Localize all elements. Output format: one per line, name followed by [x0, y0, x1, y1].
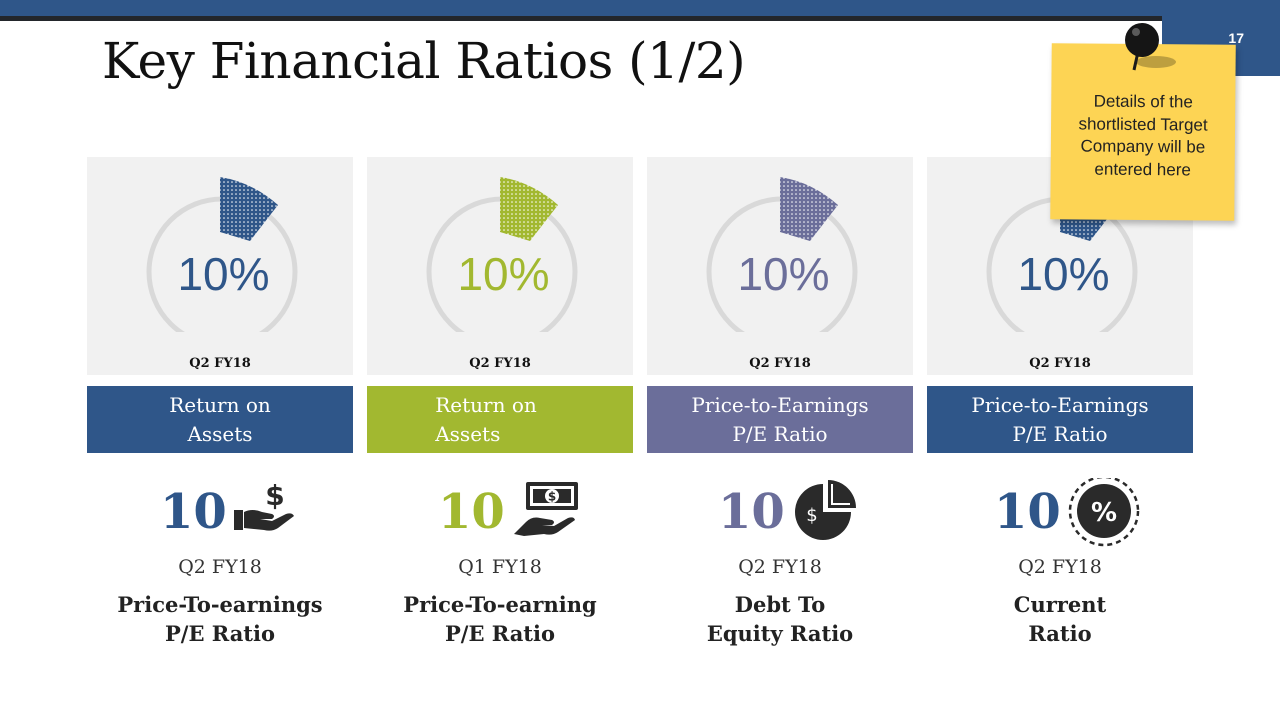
kpi-number: 10 [718, 484, 785, 540]
ring-segment [220, 177, 278, 241]
ratio-card: 10% Q2 FY18 [647, 157, 913, 375]
ratio-value: 10% [737, 248, 830, 300]
progress-ring [706, 177, 858, 332]
percent-glyph: % [1091, 498, 1117, 528]
band-label: Return on Assets [169, 392, 271, 446]
hand-dollar-icon: $ [234, 479, 294, 531]
band-label: Return on Assets [435, 392, 537, 446]
ratio-band: Return on Assets [87, 386, 353, 453]
pushpin-icon [1125, 23, 1176, 71]
kpi-period: Q2 FY18 [178, 556, 262, 578]
ratio-card: 10% Q2 FY18 [367, 157, 633, 375]
band-label: Price-to-Earnings P/E Ratio [691, 392, 869, 446]
kpi-block: 10 $ [367, 478, 633, 544]
kpi-caption: Debt To Equity Ratio [706, 592, 854, 646]
kpi-block: 10 $ [87, 478, 353, 544]
ring-segment [780, 177, 838, 241]
band-label: Price-to-Earnings P/E Ratio [971, 392, 1149, 446]
hand-banknote-icon: $ [514, 482, 578, 536]
kpi-block: 10 $ [647, 478, 913, 544]
dollar-glyph: $ [548, 490, 556, 504]
ratio-value: 10% [177, 248, 270, 300]
progress-ring [146, 177, 298, 332]
dollar-glyph: $ [265, 479, 284, 512]
sticky-note-text: Details of the shortlisted Target Compan… [1078, 91, 1208, 179]
kpi-block: 10 % [927, 478, 1193, 547]
ring-segment [500, 177, 558, 241]
ratio-value: 10% [457, 248, 550, 300]
kpi-number: 10 [160, 484, 227, 540]
kpi-period: Q1 FY18 [458, 556, 542, 578]
ratio-band: Price-to-Earnings P/E Ratio [927, 386, 1193, 453]
kpi-caption: Current Ratio [1013, 592, 1107, 646]
ratio-period: Q2 FY18 [469, 356, 531, 371]
ratio-band: Price-to-Earnings P/E Ratio [647, 386, 913, 453]
ratio-value: 10% [1017, 248, 1110, 300]
top-bar-line [0, 16, 1170, 21]
kpi-number: 10 [994, 484, 1061, 540]
percent-badge-icon: % [1068, 478, 1140, 547]
top-bar [0, 0, 1280, 16]
kpi-period: Q2 FY18 [1018, 556, 1102, 578]
ratio-card: 10% Q2 FY18 [87, 157, 353, 375]
ratio-period: Q2 FY18 [749, 356, 811, 371]
dollar-glyph: $ [806, 505, 817, 526]
page-number: 17 [1228, 30, 1244, 46]
kpi-number: 10 [438, 484, 505, 540]
pie-dollar-icon: $ [795, 480, 856, 540]
ratio-band: Return on Assets [367, 386, 633, 453]
kpi-caption: Price-To-earning P/E Ratio [403, 592, 597, 646]
kpi-period: Q2 FY18 [738, 556, 822, 578]
ratio-period: Q2 FY18 [189, 356, 251, 371]
slide-title: Key Financial Ratios (1/2) [102, 32, 746, 90]
progress-ring [426, 177, 578, 332]
kpi-caption: Price-To-earnings P/E Ratio [117, 592, 323, 646]
ratio-period: Q2 FY18 [1029, 356, 1091, 371]
